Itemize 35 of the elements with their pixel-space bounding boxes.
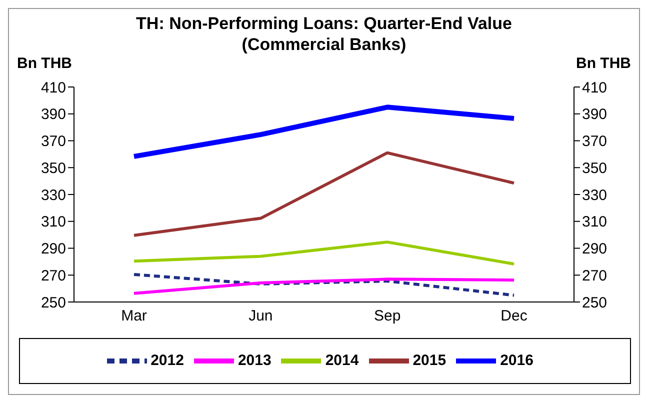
y2-axis-title: Bn THB [576,55,631,72]
x-tick-label: Dec [500,308,528,325]
y2-tick-label: 290 [582,240,608,258]
y2-tick-label: 330 [582,186,608,204]
line-series [132,240,516,266]
y2-tick-label: 350 [582,160,608,177]
line-series [132,272,516,297]
y2-tick-label: 310 [582,214,608,231]
x-tick-label: Sep [374,308,401,325]
y-tick-label: 370 [40,133,66,150]
y-axis-title: Bn THB [17,55,72,72]
x-tick-label: Jun [248,308,273,325]
x-tick-label: Mar [121,308,147,325]
y-tick-label: 270 [40,267,66,284]
line-series [132,151,516,237]
legend-label: 2014 [325,352,359,369]
y-tick-label: 290 [40,240,66,258]
y-tick-label: 250 [40,294,66,312]
legend-label: 2015 [412,352,446,369]
y2-tick-label: 410 [582,79,608,96]
y-tick-label: 390 [40,106,66,124]
y2-tick-label: 250 [582,294,608,312]
y2-tick-label: 370 [582,133,608,150]
y2-tick-label: 390 [582,106,608,124]
y-tick-label: 410 [40,79,66,96]
chart-subtitle: (Commercial Banks) [240,34,408,55]
legend-label: 2012 [150,352,184,369]
y-tick-label: 350 [40,160,66,177]
legend-label: 2013 [238,352,272,369]
y2-tick-label: 270 [582,267,608,284]
line-series [132,278,516,295]
y-tick-label: 330 [40,186,66,204]
y-tick-label: 310 [40,214,66,231]
legend-label: 2016 [500,352,534,369]
chart-title: TH: Non-Performing Loans: Quarter-End Value [135,13,513,34]
